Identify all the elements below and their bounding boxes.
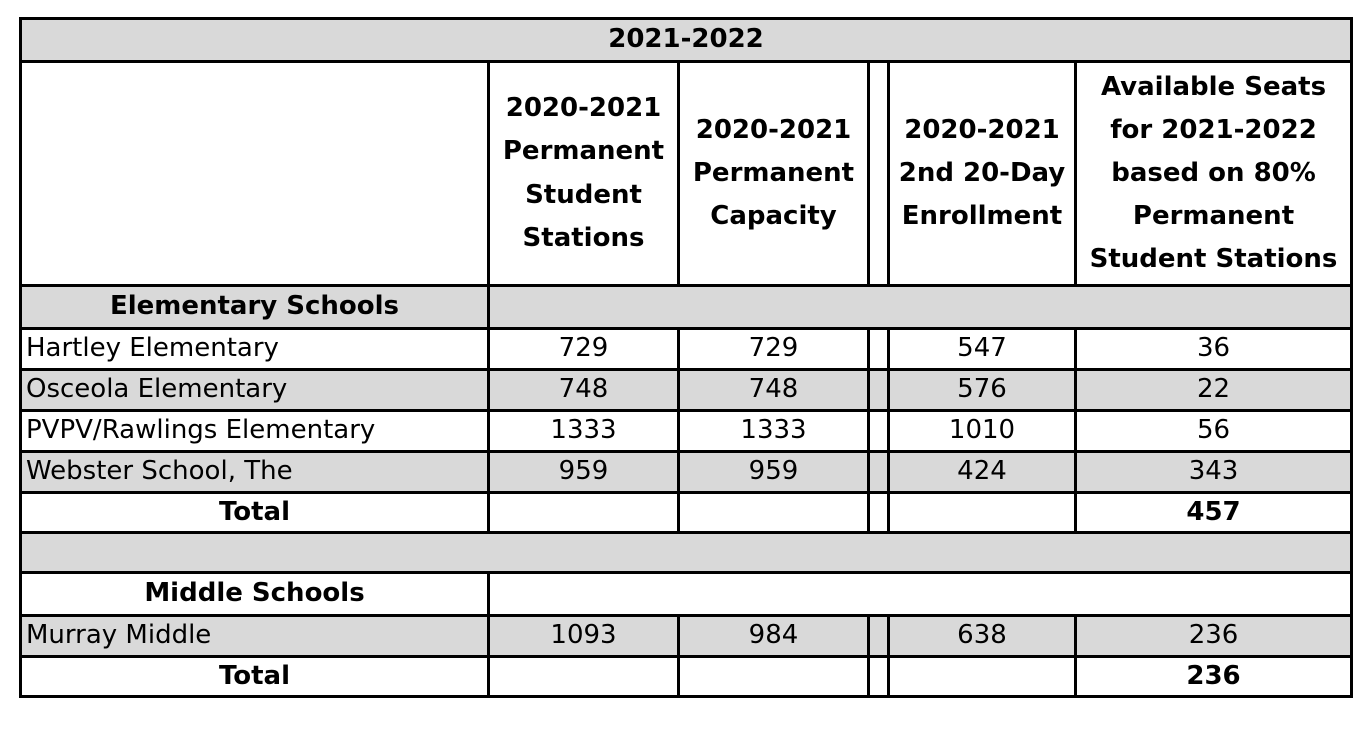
available-value: 236 (1073, 614, 1354, 658)
column-spacer (867, 368, 890, 412)
school-name: PVPV/Rawlings Elementary (19, 409, 490, 453)
section-title: Middle Schools (19, 571, 490, 617)
section-header-row: Elementary Schools (19, 284, 1354, 330)
header-blank-cell (19, 60, 490, 287)
school-name: Webster School, The (19, 450, 490, 494)
capacity-value: 959 (677, 450, 870, 494)
table-row: Osceola Elementary 748 748 576 22 (19, 368, 1354, 412)
capacity-value: 984 (677, 614, 870, 658)
column-spacer (867, 450, 890, 494)
column-spacer (867, 60, 890, 287)
stations-value: 1333 (487, 409, 680, 453)
school-name: Murray Middle (19, 614, 490, 658)
total-label: Total (19, 491, 490, 534)
available-value: 56 (1073, 409, 1354, 453)
enrollment-value: 1010 (887, 409, 1077, 453)
capacity-value: 748 (677, 368, 870, 412)
stations-value: 748 (487, 368, 680, 412)
available-value: 22 (1073, 368, 1354, 412)
column-spacer (867, 327, 890, 371)
empty-cell (487, 491, 680, 534)
table-row: Murray Middle 1093 984 638 236 (19, 614, 1354, 658)
total-row: Total 236 (19, 655, 1354, 698)
available-value: 36 (1073, 327, 1354, 371)
column-header-capacity: 2020-2021 Permanent Capacity (677, 60, 870, 287)
section-title: Elementary Schools (19, 284, 490, 330)
table-row: Hartley Elementary 729 729 547 36 (19, 327, 1354, 371)
section-header-row: Middle Schools (19, 571, 1354, 617)
table-row: PVPV/Rawlings Elementary 1333 1333 1010 … (19, 409, 1354, 453)
school-name: Hartley Elementary (19, 327, 490, 371)
empty-cell (677, 491, 870, 534)
column-header-stations: 2020-2021 Permanent Student Stations (487, 60, 680, 287)
separator-cell (18, 531, 1354, 574)
table-row: Webster School, The 959 959 424 343 (19, 450, 1354, 494)
column-header-enrollment: 2020-2021 2nd 20-Day Enrollment (887, 60, 1077, 287)
total-label: Total (19, 655, 490, 698)
empty-cell (487, 655, 680, 698)
school-name: Osceola Elementary (19, 368, 490, 412)
empty-cell (677, 655, 870, 698)
total-available-value: 236 (1073, 655, 1354, 698)
available-value: 343 (1073, 450, 1354, 494)
school-capacity-table: 2021-2022 2020-2021 Permanent Student St… (18, 17, 1354, 698)
stations-value: 729 (487, 327, 680, 371)
total-available-value: 457 (1073, 491, 1354, 534)
table-title: 2021-2022 (18, 17, 1354, 63)
enrollment-value: 638 (887, 614, 1077, 658)
column-spacer (867, 491, 890, 534)
empty-cell (887, 491, 1077, 534)
column-spacer (867, 409, 890, 453)
header-row: 2020-2021 Permanent Student Stations 202… (19, 60, 1354, 287)
empty-cell (887, 655, 1077, 698)
separator-row (18, 531, 1354, 574)
stations-value: 1093 (487, 614, 680, 658)
section-filler (486, 571, 1354, 617)
capacity-value: 729 (677, 327, 870, 371)
column-spacer (867, 655, 890, 698)
enrollment-value: 547 (887, 327, 1077, 371)
column-header-available: Available Seats for 2021-2022 based on 8… (1073, 60, 1354, 287)
column-spacer (867, 614, 890, 658)
enrollment-value: 576 (887, 368, 1077, 412)
total-row: Total 457 (19, 491, 1354, 534)
section-filler (486, 284, 1354, 330)
capacity-value: 1333 (677, 409, 870, 453)
stations-value: 959 (487, 450, 680, 494)
enrollment-value: 424 (887, 450, 1077, 494)
